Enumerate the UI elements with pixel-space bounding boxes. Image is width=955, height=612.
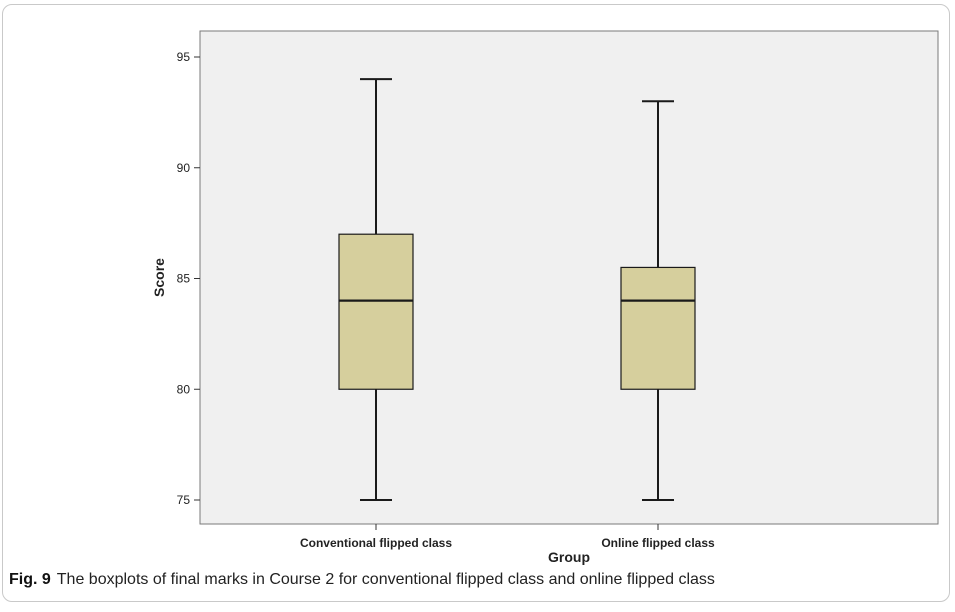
- y-tick-label: 95: [177, 50, 191, 64]
- boxplot-chart: 75 80 85 90 95 Score Conventional flipped clas…: [151, 30, 939, 565]
- y-tick-label: 90: [177, 161, 191, 175]
- x-tick-label: Conventional flipped class: [300, 536, 452, 550]
- x-axis-title: Group: [548, 549, 590, 565]
- y-tick-label: 85: [177, 272, 191, 286]
- iqr-box: [338, 233, 414, 390]
- y-axis-title: Score: [151, 258, 167, 297]
- plot-area: [199, 30, 939, 525]
- iqr-box: [620, 266, 696, 390]
- caption-text: The boxplots of final marks in Course 2 …: [56, 571, 715, 588]
- x-tick-label: Online flipped class: [601, 536, 715, 550]
- y-tick-label: 75: [177, 493, 191, 507]
- y-tick-label: 80: [177, 382, 191, 396]
- figure-label: Fig. 9: [9, 571, 51, 588]
- figure-frame: 75 80 85 90 95 Score Conventional flipped clas…: [2, 4, 950, 602]
- figure-caption: Fig. 9 The boxplots of final marks in Cou…: [9, 571, 949, 589]
